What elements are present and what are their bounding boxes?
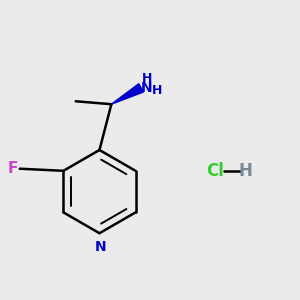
Text: N: N xyxy=(141,81,152,95)
Text: H: H xyxy=(152,84,162,97)
Text: H: H xyxy=(238,162,252,180)
Text: F: F xyxy=(8,161,18,176)
Text: H: H xyxy=(142,72,152,85)
Text: N: N xyxy=(95,240,107,254)
Polygon shape xyxy=(111,84,143,104)
Text: Cl: Cl xyxy=(206,162,224,180)
